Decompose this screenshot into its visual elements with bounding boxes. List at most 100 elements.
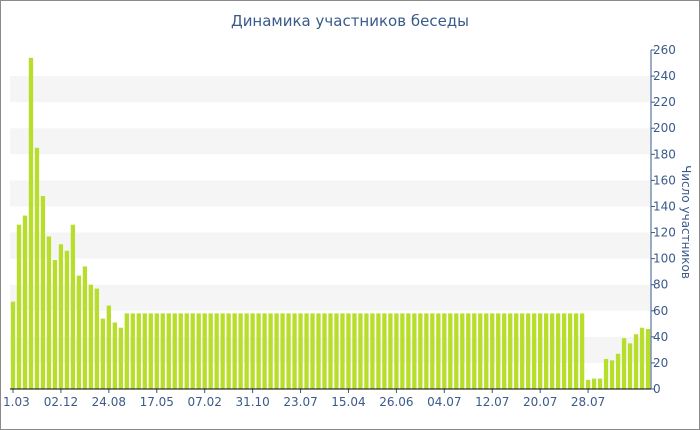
bar: [400, 313, 405, 389]
bar: [520, 313, 525, 389]
bar: [418, 313, 423, 389]
bar: [76, 275, 82, 389]
bar: [466, 313, 471, 389]
y-tick-label: 20: [653, 356, 668, 370]
bar: [364, 313, 369, 389]
bar: [358, 313, 363, 389]
bar: [208, 313, 213, 389]
x-tick-label: 28.07: [571, 395, 605, 409]
bar: [340, 313, 345, 389]
bar: [190, 313, 195, 389]
bar-series: [10, 57, 651, 389]
bar: [52, 259, 58, 389]
bar: [322, 313, 327, 389]
bar: [238, 313, 243, 389]
y-axis-label: Число участников: [679, 165, 693, 279]
bar: [166, 313, 171, 389]
x-tick-label: 20.07: [523, 395, 557, 409]
bar: [639, 327, 645, 389]
bar: [172, 313, 177, 389]
bar: [591, 378, 597, 389]
y-tick-label: 180: [653, 147, 676, 161]
bar: [220, 313, 225, 389]
y-tick-label: 160: [653, 173, 676, 187]
bar: [621, 338, 627, 389]
bar: [412, 313, 417, 389]
x-tick-label: 07.02: [188, 395, 222, 409]
bar: [526, 313, 531, 389]
bar: [615, 353, 621, 389]
bar: [352, 313, 357, 389]
bar: [112, 322, 117, 389]
bar: [633, 334, 639, 389]
bar: [10, 301, 16, 389]
bar: [472, 313, 477, 389]
bar: [454, 313, 459, 389]
bar: [88, 284, 94, 389]
bar: [202, 313, 207, 389]
bar: [579, 313, 585, 389]
x-tick-label: 1.03: [3, 395, 30, 409]
bar: [394, 313, 399, 389]
chart-title: Динамика участников беседы: [230, 12, 470, 30]
bar: [58, 244, 64, 389]
x-tick-label: 15.04: [331, 395, 365, 409]
bar: [154, 313, 159, 389]
bar: [160, 313, 165, 389]
grid-band: [10, 128, 651, 155]
bar: [597, 378, 603, 389]
bar: [298, 313, 303, 389]
x-tick-label: 23.07: [283, 395, 317, 409]
y-axis-ticks: 0 20 40 60 80 100 120 140 160 180 200 220 240 260: [650, 43, 676, 396]
x-tick-label: 17.05: [140, 395, 174, 409]
bar: [100, 318, 106, 389]
bar: [436, 313, 441, 389]
bar: [316, 313, 321, 389]
bar: [609, 360, 615, 389]
bar: [256, 313, 261, 389]
bar: [567, 313, 573, 389]
bar: [268, 313, 273, 389]
grid-band: [10, 180, 651, 207]
bar: [280, 313, 285, 389]
y-tick-label: 140: [653, 199, 676, 213]
bar: [226, 313, 231, 389]
bar: [496, 313, 501, 389]
x-tick-label: 12.07: [475, 395, 509, 409]
x-tick-label: 24.08: [92, 395, 126, 409]
bar: [214, 313, 219, 389]
y-tick-label: 40: [653, 330, 668, 344]
bar: [304, 313, 309, 389]
bar: [46, 236, 52, 389]
bar: [40, 196, 46, 389]
bar: [448, 313, 453, 389]
bar: [334, 313, 339, 389]
bar: [555, 313, 561, 389]
bar: [382, 313, 387, 389]
grid-bands: [10, 76, 651, 363]
bar: [178, 313, 183, 389]
x-tick-label: 02.12: [44, 395, 78, 409]
y-tick-label: 200: [653, 121, 676, 135]
x-axis-ticks: 1.03 02.12 24.08 17.05 07.02 31.10 23.07 15.04 2…: [3, 389, 605, 409]
bar: [585, 379, 591, 389]
grid-band: [10, 232, 651, 259]
bar: [645, 329, 651, 389]
y-tick-label: 80: [653, 278, 668, 292]
bar: [502, 313, 507, 389]
y-tick-label: 100: [653, 252, 676, 266]
bar: [573, 313, 579, 389]
bar: [603, 359, 609, 389]
bar: [442, 313, 447, 389]
bar: [478, 313, 483, 389]
y-tick-label: 60: [653, 304, 668, 318]
x-tick-label: 04.07: [427, 395, 461, 409]
bar: [70, 224, 76, 389]
bar: [262, 313, 267, 389]
bar: [22, 215, 28, 389]
bar: [148, 313, 153, 389]
bar: [82, 266, 88, 389]
bar: [142, 313, 147, 389]
bar: [130, 313, 135, 389]
